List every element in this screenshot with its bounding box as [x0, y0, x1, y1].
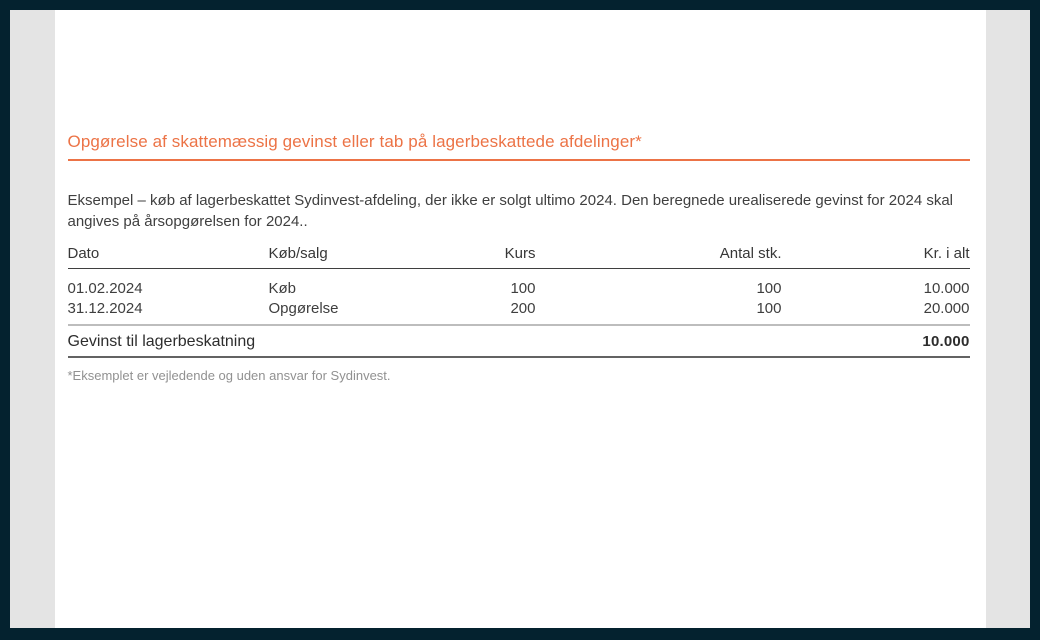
cell-kr-i-alt: 20.000	[923, 300, 970, 317]
column-header-dato: Dato	[67, 245, 100, 262]
table-header-row: Dato Køb/salg Kurs Antal stk. Kr. i alt	[67, 244, 970, 269]
cell-koeb-salg: Køb	[268, 280, 297, 297]
cell-kurs: 200	[510, 300, 536, 317]
column-header-kurs: Kurs	[504, 245, 536, 262]
intro-paragraph: Eksempel – køb af lagerbeskattet Sydinve…	[67, 192, 954, 230]
tax-gain-table: Dato Køb/salg Kurs Antal stk. Kr. i alt …	[67, 244, 970, 358]
page-title: Opgørelse af skattemæssig gevinst eller …	[67, 132, 642, 151]
disclaimer-footnote: *Eksemplet er vejledende og uden ansvar …	[67, 368, 391, 383]
cell-dato: 31.12.2024	[67, 300, 143, 317]
cell-antal-stk: 100	[756, 280, 782, 297]
document-page: Opgørelse af skattemæssig gevinst eller …	[54, 10, 986, 628]
cell-dato: 01.02.2024	[67, 280, 143, 297]
document-viewer: Opgørelse af skattemæssig gevinst eller …	[10, 10, 1030, 628]
column-header-antal-stk: Antal stk.	[719, 245, 782, 262]
cell-kurs: 100	[510, 280, 536, 297]
cell-koeb-salg: Opgørelse	[268, 300, 339, 317]
summary-value: 10.000	[922, 333, 970, 350]
column-header-kr-i-alt: Kr. i alt	[923, 245, 970, 262]
table-row: 31.12.2024 Opgørelse 200 100 20.000	[68, 299, 970, 319]
cell-antal-stk: 100	[756, 300, 782, 317]
table-summary-row: Gevinst til lagerbeskatning 10.000	[67, 326, 970, 358]
cell-kr-i-alt: 10.000	[923, 280, 970, 297]
table-body: 01.02.2024 Køb 100 100 10.000 31.12.2024…	[67, 269, 970, 326]
table-row: 01.02.2024 Køb 100 100 10.000	[68, 279, 970, 299]
column-header-koeb-salg: Køb/salg	[268, 245, 328, 262]
summary-label: Gevinst til lagerbeskatning	[67, 333, 256, 350]
heading-divider	[67, 159, 970, 161]
